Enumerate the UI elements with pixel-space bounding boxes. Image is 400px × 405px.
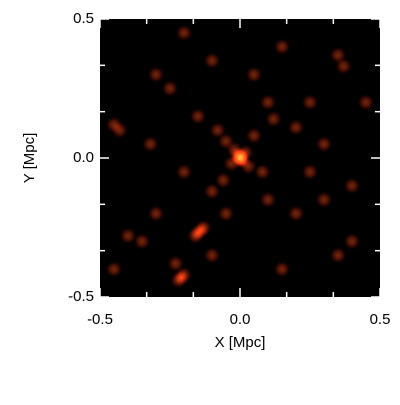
density-blob	[214, 171, 233, 190]
density-blob	[147, 65, 165, 84]
density-blob	[301, 93, 319, 112]
density-blob	[217, 204, 235, 223]
density-blob	[175, 162, 193, 181]
density-blob	[245, 65, 263, 84]
density-blob	[245, 126, 263, 145]
density-blob	[119, 226, 137, 245]
density-blob	[273, 260, 291, 279]
density-blob	[315, 190, 333, 209]
density-blob	[169, 271, 188, 290]
density-blob	[203, 246, 221, 265]
density-blob	[329, 246, 347, 265]
density-layer	[105, 23, 375, 290]
x-tick-label: 0.5	[370, 311, 391, 328]
x-tick-label: 0.0	[230, 311, 251, 328]
x-tick-label: -0.5	[87, 311, 113, 328]
density-blob	[194, 218, 213, 237]
density-blob	[343, 232, 361, 251]
density-blob	[264, 110, 283, 129]
x-axis-label: X [Mpc]	[215, 334, 266, 351]
density-blob	[315, 135, 333, 154]
density-blob	[133, 232, 151, 251]
density-blob	[161, 79, 179, 98]
density-blob	[217, 132, 235, 151]
density-blob	[236, 143, 255, 162]
density-blob	[141, 135, 160, 154]
density-blob	[273, 37, 291, 56]
y-axis-label: Y [Mpc]	[21, 133, 38, 184]
axes: -0.5 0.0 0.5 -0.5 0.0 0.5	[68, 10, 390, 328]
density-blob	[287, 204, 305, 223]
density-blob	[343, 176, 361, 195]
density-blob	[287, 118, 305, 137]
density-blob	[166, 254, 185, 273]
density-blob	[259, 93, 277, 112]
density-blob	[301, 162, 319, 181]
density-blob	[203, 51, 221, 70]
density-blob	[253, 162, 272, 181]
y-tick-label: 0.5	[73, 10, 94, 27]
density-blob	[203, 182, 221, 201]
density-blob	[357, 93, 375, 112]
density-blob	[259, 190, 277, 209]
y-tick-label: -0.5	[68, 288, 94, 305]
density-blob	[175, 23, 193, 42]
density-blob	[222, 154, 241, 173]
density-blob	[105, 260, 123, 279]
density-blob	[239, 157, 258, 176]
density-blob	[189, 107, 207, 126]
density-blob	[110, 121, 129, 140]
density-blob	[334, 57, 353, 76]
y-tick-label: 0.0	[73, 149, 94, 166]
density-blob	[147, 204, 165, 223]
